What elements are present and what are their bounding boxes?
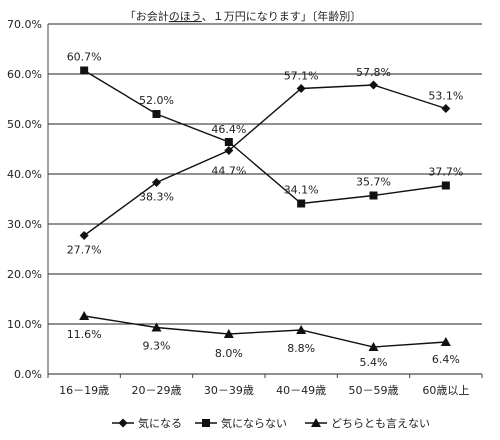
data-point bbox=[224, 146, 234, 155]
data-point bbox=[369, 80, 378, 90]
series-dochiratomo bbox=[79, 311, 451, 351]
legend-marker bbox=[311, 418, 321, 427]
series-kininaranai bbox=[80, 66, 450, 208]
data-label: 27.7% bbox=[67, 244, 102, 257]
y-tick-label: 60.0% bbox=[7, 68, 42, 81]
legend-marker bbox=[202, 419, 210, 427]
data-label: 35.7% bbox=[356, 176, 391, 189]
data-label: 9.3% bbox=[143, 340, 171, 353]
data-point bbox=[151, 322, 162, 332]
x-tick-label: 50－59歳 bbox=[349, 384, 399, 397]
series-group bbox=[79, 66, 451, 351]
data-label: 8.0% bbox=[215, 347, 243, 360]
series-line bbox=[84, 315, 446, 348]
y-tick-label: 30.0% bbox=[7, 218, 42, 231]
y-tick-label: 10.0% bbox=[7, 318, 42, 331]
data-label: 52.0% bbox=[139, 94, 174, 107]
data-label: 57.1% bbox=[284, 70, 319, 83]
legend-marker bbox=[118, 418, 128, 428]
y-tick-label: 0.0% bbox=[14, 368, 42, 381]
data-label: 37.7% bbox=[428, 166, 463, 179]
y-tick-label: 70.0% bbox=[7, 18, 42, 31]
data-point bbox=[79, 231, 89, 240]
x-tick-label: 60歳以上 bbox=[422, 384, 469, 397]
y-axis-ticks: 0.0% 10.0% 20.0% 30.0% 40.0% 50.0% 60.0% 70.0% bbox=[7, 18, 42, 381]
chart-title-part-3: 、１万円になります」〔年齢別〕 bbox=[202, 9, 362, 23]
data-point bbox=[152, 110, 161, 118]
data-label: 11.6% bbox=[67, 328, 102, 341]
legend-label: 気にならない bbox=[221, 416, 287, 430]
y-tick-label: 20.0% bbox=[7, 268, 42, 281]
data-point bbox=[441, 104, 451, 113]
y-tick-label: 50.0% bbox=[7, 118, 42, 131]
data-point bbox=[297, 199, 306, 208]
data-point bbox=[224, 138, 233, 146]
data-point bbox=[440, 337, 451, 346]
data-point bbox=[152, 178, 161, 187]
x-tick-label: 30－39歳 bbox=[204, 384, 254, 397]
data-point bbox=[296, 325, 307, 334]
x-tick-label: 40－49歳 bbox=[276, 384, 326, 397]
legend-item: 気にならない bbox=[195, 416, 287, 430]
data-label: 5.4% bbox=[360, 356, 388, 369]
series-kininaru bbox=[79, 80, 451, 240]
data-label: 46.4% bbox=[211, 123, 246, 136]
data-point bbox=[79, 311, 90, 320]
chart-title: 「お会計のほう、１万円になります」〔年齢別〕 bbox=[125, 9, 362, 23]
x-tick-label: 16－19歳 bbox=[59, 384, 109, 397]
series-line bbox=[83, 84, 447, 237]
data-point bbox=[369, 191, 378, 200]
data-point bbox=[296, 84, 306, 93]
legend-item: どちらとも言えない bbox=[305, 417, 430, 430]
data-point bbox=[223, 329, 234, 338]
data-point bbox=[80, 66, 89, 75]
data-label: 53.1% bbox=[428, 90, 463, 103]
data-label: 38.3% bbox=[139, 191, 174, 204]
data-labels: 27.7% 38.3% 44.7% 57.1% 57.8% 53.1% 60.7% 52.0%… bbox=[67, 51, 464, 370]
legend: 気になる 気にならない どちらとも言えない bbox=[112, 416, 430, 430]
data-label: 8.8% bbox=[287, 342, 315, 355]
data-label: 34.1% bbox=[284, 184, 319, 197]
data-label: 60.7% bbox=[67, 51, 102, 64]
legend-label: 気になる bbox=[138, 416, 182, 430]
y-tick-label: 40.0% bbox=[7, 168, 42, 181]
x-axis-ticks: 16－19歳 20－29歳 30－39歳 40－49歳 50－59歳 60歳以上 bbox=[47, 374, 483, 397]
x-tick-label: 20－29歳 bbox=[132, 384, 182, 397]
legend-label: どちらとも言えない bbox=[331, 417, 430, 430]
legend-item: 気になる bbox=[112, 416, 182, 430]
data-label: 44.7% bbox=[211, 165, 246, 178]
data-point bbox=[441, 181, 450, 190]
chart-title-part-1: 「お会計 bbox=[125, 9, 169, 23]
series-line bbox=[83, 69, 446, 205]
grid-lines bbox=[47, 23, 482, 375]
data-point bbox=[368, 342, 379, 351]
data-label: 57.8% bbox=[356, 66, 391, 79]
chart-title-underlined: のほう bbox=[169, 10, 202, 23]
data-label: 6.4% bbox=[432, 353, 460, 366]
